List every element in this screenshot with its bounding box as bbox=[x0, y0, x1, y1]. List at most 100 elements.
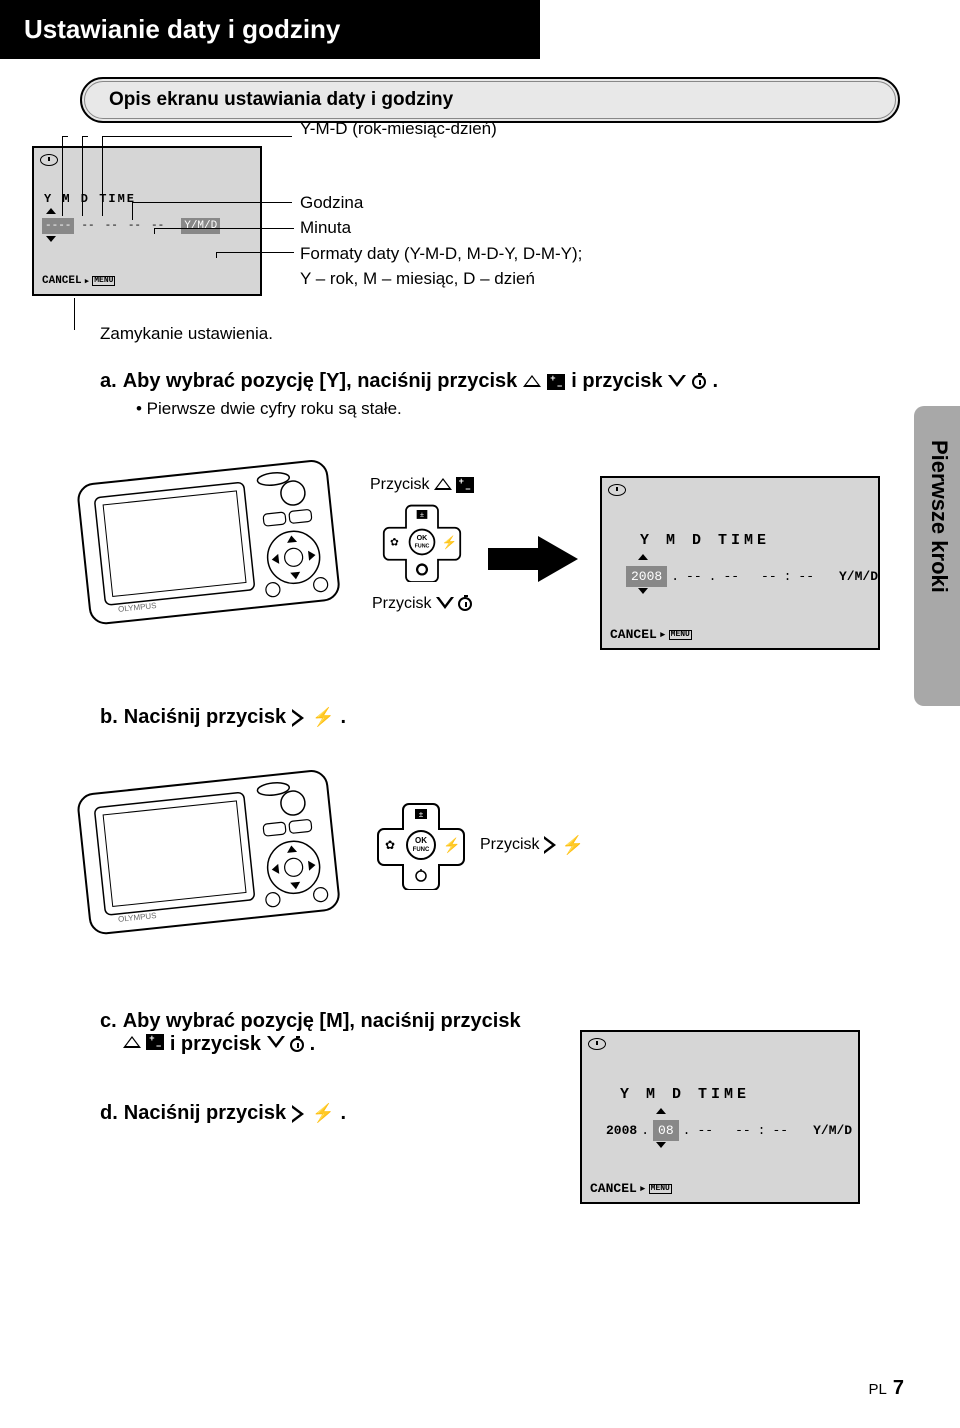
year-field: 2008 bbox=[626, 566, 667, 587]
svg-text:✿: ✿ bbox=[385, 838, 395, 852]
leader-line bbox=[82, 136, 83, 216]
dpad-enlarged-b: OK FUNC ± ✿ ⚡ Przycisk ⚡ bbox=[376, 800, 584, 890]
down-arrow-icon bbox=[638, 588, 648, 594]
lcd-screen-month-set: Y M D TIME 2008 . 08 . -- -- : -- Y/M/D … bbox=[580, 1030, 860, 1204]
step-a: a. Aby wybrać pozycję [Y], naciśnij przy… bbox=[100, 370, 860, 419]
cancel-row: CANCEL ▸ MENU bbox=[42, 274, 115, 288]
flash-icon: ⚡ bbox=[562, 835, 584, 856]
flash-icon: ⚡ bbox=[312, 707, 334, 728]
leader-line bbox=[82, 136, 88, 137]
up-arrow-icon bbox=[638, 554, 648, 560]
side-tab-text: Pierwsze kroki bbox=[926, 440, 952, 593]
step-a-text2: i przycisk bbox=[571, 370, 662, 393]
step-letter: a. bbox=[100, 370, 117, 393]
step-letter: b. bbox=[100, 706, 118, 729]
clock-icon bbox=[588, 1038, 606, 1050]
dpad-up-icon bbox=[434, 478, 452, 492]
leader-line bbox=[102, 136, 103, 216]
month-field: -- bbox=[78, 218, 97, 234]
desc-legend: Y – rok, M – miesiąc, D – dzień bbox=[300, 266, 582, 292]
down-arrow-icon bbox=[656, 1142, 666, 1148]
dpad-up-icon bbox=[123, 1036, 141, 1050]
year-field: ---- bbox=[42, 218, 74, 234]
month-field: 08 bbox=[653, 1120, 679, 1141]
page-title: Ustawianie daty i godziny bbox=[0, 0, 540, 59]
dpad-right-label: Przycisk ⚡ bbox=[480, 835, 584, 856]
step-a-text1: Aby wybrać pozycję [Y], naciśnij przycis… bbox=[123, 370, 518, 393]
camera-diagram-a: OLYMPUS Przycisk OK FUNC ± ✿ ⚡ Przycisk bbox=[60, 446, 920, 646]
leader-line bbox=[102, 136, 292, 137]
svg-text:OK: OK bbox=[415, 836, 427, 845]
ev-icon bbox=[547, 374, 565, 390]
svg-text:FUNC: FUNC bbox=[414, 543, 429, 549]
minute-field: -- bbox=[148, 218, 167, 234]
dpad-down-icon bbox=[267, 1036, 285, 1050]
leader-line bbox=[62, 136, 68, 137]
ev-icon bbox=[456, 477, 474, 493]
menu-glyph: MENU bbox=[92, 276, 115, 286]
timer-icon bbox=[458, 597, 472, 611]
desc-hour: Godzina bbox=[300, 190, 582, 216]
svg-text:⚡: ⚡ bbox=[442, 534, 458, 550]
description-block: Y-M-D (rok-miesiąc-dzień) Godzina Minuta… bbox=[300, 116, 582, 292]
desc-minute: Minuta bbox=[300, 215, 582, 241]
dpad-illustration: OK FUNC ± ✿ ⚡ bbox=[376, 800, 466, 890]
svg-text:OK: OK bbox=[416, 534, 428, 542]
dpad-illustration: OK FUNC ± ✿ ⚡ bbox=[382, 502, 462, 582]
up-arrow-icon bbox=[46, 208, 56, 214]
leader-line bbox=[132, 202, 292, 203]
format-field: Y/M/D bbox=[181, 218, 220, 234]
leader-line bbox=[132, 202, 133, 220]
dpad-up-icon bbox=[523, 375, 541, 389]
dpad-up-label: Przycisk bbox=[370, 476, 474, 494]
dpad-enlarged: Przycisk OK FUNC ± ✿ ⚡ Przycisk bbox=[370, 476, 474, 613]
arrow-icon: ▸ bbox=[84, 274, 91, 288]
svg-text:✿: ✿ bbox=[390, 537, 399, 549]
leader-line bbox=[216, 252, 294, 253]
clock-icon bbox=[40, 154, 58, 166]
timer-icon bbox=[290, 1038, 304, 1052]
dpad-right-icon bbox=[292, 1105, 306, 1123]
leader-line bbox=[62, 136, 63, 216]
desc-ymd: Y-M-D (rok-miesiąc-dzień) bbox=[300, 116, 582, 142]
cancel-row: CANCEL ▸ MENU bbox=[610, 627, 692, 642]
big-arrow-icon bbox=[488, 536, 578, 582]
step-letter: c. bbox=[100, 1010, 117, 1033]
close-label: Zamykanie ustawienia. bbox=[100, 324, 273, 344]
screen-value-row: ---- -- -- -- -- Y/M/D bbox=[42, 218, 220, 234]
step-b: b. Naciśnij przycisk ⚡ . bbox=[100, 706, 860, 729]
camera-back-illustration: OLYMPUS bbox=[60, 756, 360, 946]
desc-format: Formaty daty (Y-M-D, M-D-Y, D-M-Y); bbox=[300, 241, 582, 267]
step-a-text3: . bbox=[712, 370, 718, 393]
up-arrow-icon bbox=[656, 1108, 666, 1114]
lcd-screen-year-set: Y M D TIME 2008 . -- . -- -- : -- Y/M/D … bbox=[600, 476, 880, 650]
dpad-down-icon bbox=[668, 375, 686, 389]
clock-icon bbox=[608, 484, 626, 496]
timer-icon bbox=[692, 375, 706, 389]
page-number: PL7 bbox=[869, 1377, 904, 1400]
dpad-down-icon bbox=[436, 597, 454, 611]
leader-line bbox=[74, 298, 75, 330]
down-arrow-icon bbox=[46, 236, 56, 242]
screen-header-row: Y M D TIME bbox=[44, 192, 136, 206]
day-field: -- bbox=[102, 218, 121, 234]
ev-icon bbox=[146, 1034, 164, 1050]
screen2-header: Y M D TIME bbox=[640, 532, 770, 549]
camera-diagram-b: OLYMPUS OK FUNC ± ✿ ⚡ Przycisk ⚡ bbox=[60, 756, 920, 956]
section-heading-text: Opis ekranu ustawiania daty i godziny bbox=[84, 81, 896, 119]
svg-text:⚡: ⚡ bbox=[443, 837, 460, 854]
lcd-screen-ymd-empty: Y M D TIME ---- -- -- -- -- Y/M/D CANCEL… bbox=[32, 146, 262, 296]
camera-back-illustration: OLYMPUS bbox=[60, 446, 360, 636]
step-c: c. Aby wybrać pozycję [M], naciśnij przy… bbox=[100, 1010, 580, 1056]
step-d: d. Naciśnij przycisk ⚡ . bbox=[100, 1102, 580, 1125]
svg-text:±: ± bbox=[419, 810, 424, 819]
svg-text:±: ± bbox=[420, 511, 424, 519]
flash-icon: ⚡ bbox=[312, 1103, 334, 1124]
step-letter: d. bbox=[100, 1102, 118, 1125]
hour-field: -- bbox=[125, 218, 144, 234]
cancel-row: CANCEL ▸ MENU bbox=[590, 1181, 672, 1196]
dpad-down-label: Przycisk bbox=[370, 595, 474, 613]
screen3-header: Y M D TIME bbox=[620, 1086, 750, 1103]
svg-text:FUNC: FUNC bbox=[413, 847, 430, 853]
cancel-label: CANCEL bbox=[42, 275, 82, 287]
